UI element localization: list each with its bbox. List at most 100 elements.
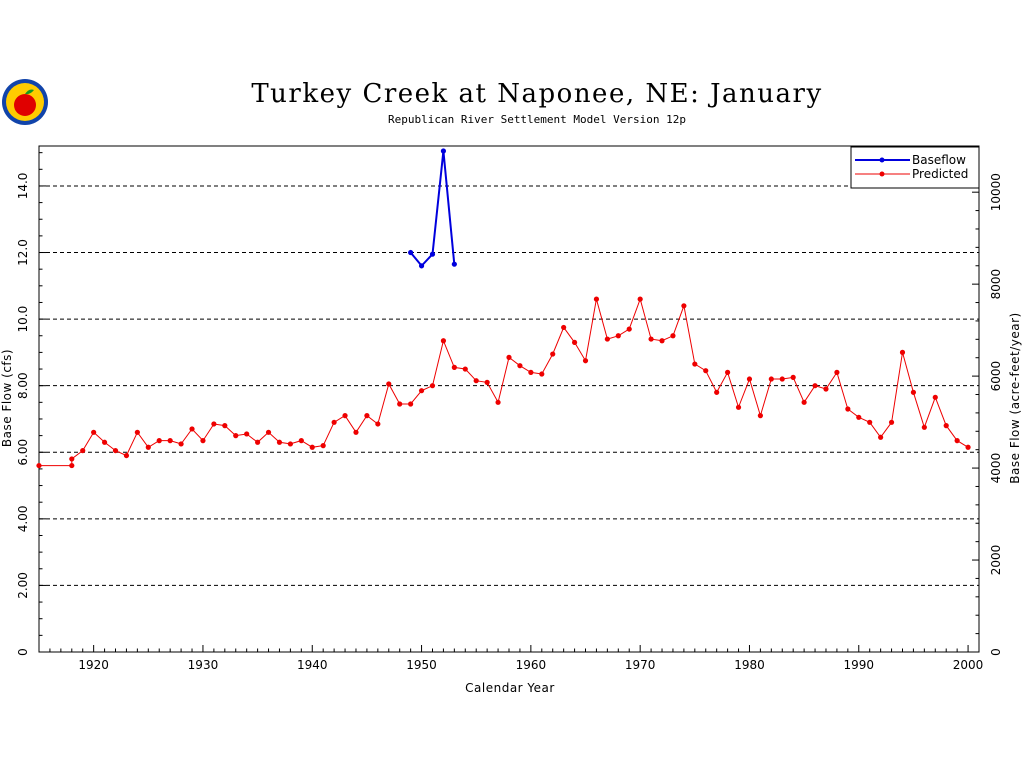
data-point [473,378,479,384]
data-point [757,413,763,419]
data-point [932,394,938,400]
data-point [921,424,927,430]
data-point [451,364,457,370]
data-point [714,389,720,395]
data-point [69,456,75,462]
data-point [298,438,304,444]
y2-tick-label: 6000 [989,361,1003,392]
data-point [386,381,392,387]
data-point [681,303,687,309]
plot-frame [38,145,980,653]
data-point [582,358,589,364]
y2-tick-label: 4000 [989,453,1003,484]
y-tick-label: 10.0 [16,306,30,333]
data-point [856,414,862,420]
chart-title: Turkey Creek at Naponee, NE: January [251,79,822,109]
series-layer [36,148,971,469]
y-tick-label: 2.00 [16,572,30,599]
data-point [429,251,436,257]
data-point [69,462,75,469]
y2-tick-label: 8000 [989,269,1003,300]
data-point [648,336,654,342]
logo [2,79,48,125]
data-point [91,429,97,435]
y-tick-label: 4.00 [16,505,30,532]
data-point [888,419,895,425]
data-point [440,148,447,154]
x-tick-label: 1950 [406,658,437,672]
y-tick-label: 14.0 [16,173,30,200]
data-point [506,354,512,360]
chart-subtitle: Republican River Settlement Model Versio… [388,113,686,126]
data-point [342,413,348,419]
y-axis-label-right: Base Flow (acre-feet/year) [1008,312,1022,483]
data-point [878,434,884,440]
legend-baseflow-marker [879,157,885,163]
data-point [364,413,370,419]
data-point [834,369,840,375]
data-point [429,383,436,389]
data-point [397,401,403,407]
data-point [593,296,600,302]
data-point [703,368,709,374]
data-point [134,429,140,435]
data-point [779,376,785,382]
data-point [418,263,425,269]
x-tick-label: 1980 [734,658,765,672]
data-point [418,388,425,394]
data-point [692,361,698,367]
data-point [768,376,774,382]
legend-predicted-label: Predicted [912,167,968,181]
data-point [101,439,108,445]
legend-predicted-marker [879,171,885,177]
data-point [156,438,162,444]
data-point [320,443,326,449]
data-point [462,366,468,372]
data-point [517,363,523,369]
data-point [812,383,818,389]
data-point [222,423,228,429]
data-point [123,452,130,459]
y-axis-right: 0 2000 4000 6000 8000 10000 [972,154,1003,656]
data-point [528,369,534,375]
data-point [659,338,665,344]
data-point [965,444,971,450]
data-point [440,338,447,344]
y-axis-left: 0 2.00 4.00 6.00 8.00 10.0 12.0 14.0 [16,152,46,656]
x-axis: 1920 1930 1940 1950 1960 1970 1980 1990 2000 [38,645,983,672]
y-tick-label: 12.0 [16,239,30,266]
data-point [353,429,359,435]
data-point [539,371,545,377]
y-tick-label: 8.00 [16,372,30,399]
data-point [801,399,807,405]
data-point [725,369,731,375]
data-point [954,438,960,444]
data-point [145,444,151,450]
x-tick-label: 1930 [188,658,219,672]
data-point [615,333,621,339]
apple-icon [14,94,36,116]
data-point [309,444,315,450]
data-point [746,376,753,382]
data-point [561,324,567,331]
data-point [823,386,829,392]
legend-baseflow-label: Baseflow [912,153,966,167]
x-tick-label: 1960 [516,658,547,672]
data-point [276,439,283,445]
data-point [735,404,742,410]
data-point [375,421,381,427]
data-point [255,439,261,445]
data-point [943,423,949,429]
data-point [265,429,272,435]
data-point [571,339,578,346]
data-point [626,326,632,332]
data-point [637,296,643,302]
legend: Baseflow Predicted [850,146,980,189]
y-axis-label-left: Base Flow (cfs) [0,349,14,447]
series-line-predicted [39,297,969,467]
data-point [670,333,676,339]
legend-box [850,146,980,189]
data-point [408,249,414,256]
data-point [167,438,173,444]
